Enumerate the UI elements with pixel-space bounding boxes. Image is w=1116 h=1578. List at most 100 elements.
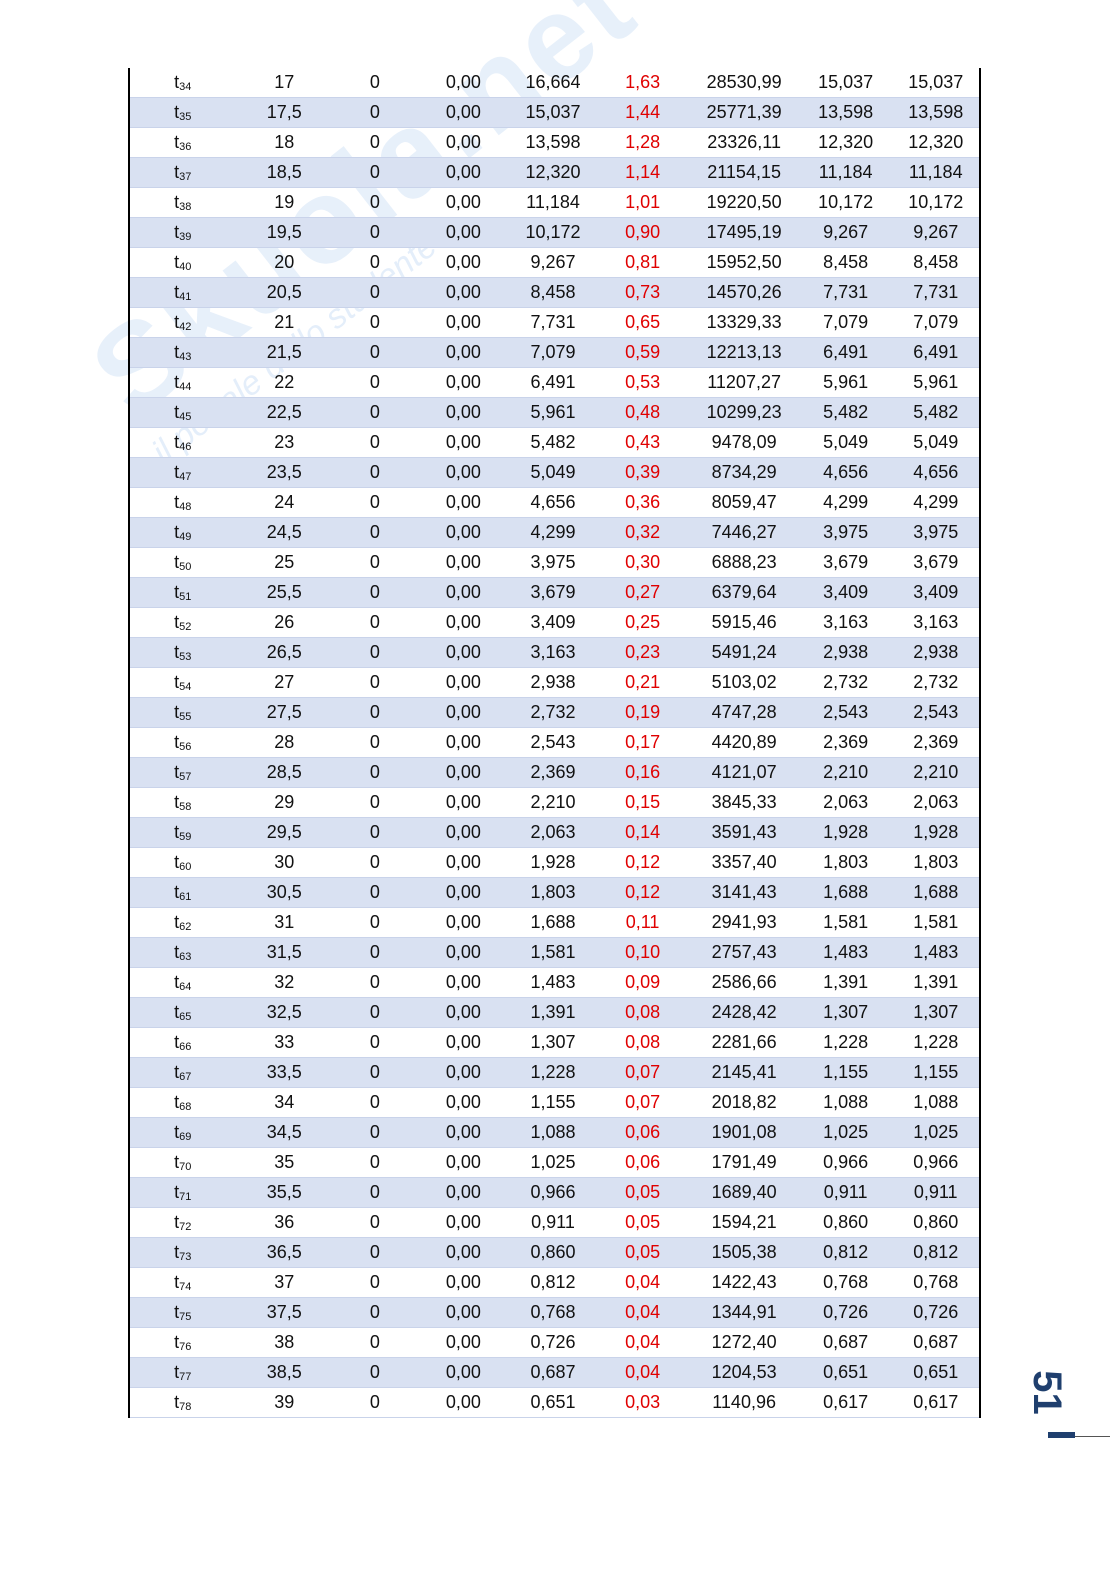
table-cell: 32,5 <box>266 1002 302 1022</box>
time-label-cell: t53 <box>174 642 192 663</box>
table-cell: 5,482 <box>913 402 959 422</box>
table-cell: 0 <box>369 1092 380 1112</box>
table-cell: 0 <box>369 852 380 872</box>
table-cell: 1,307 <box>823 1002 869 1022</box>
table-cell: 0,617 <box>823 1392 869 1412</box>
table-cell: 0,00 <box>445 582 481 602</box>
table-cell: 2,543 <box>823 702 869 722</box>
table-row: t52 26 0 0,00 3,409 0,25 5915,46 3,163 3,163 <box>130 608 979 638</box>
table-cell: 0,00 <box>445 912 481 932</box>
table-cell: 1,088 <box>823 1092 869 1112</box>
table-row: t72 36 0 0,00 0,911 0,05 1594,21 0,860 0,860 <box>130 1208 979 1238</box>
table-cell: 0,05 <box>625 1182 661 1202</box>
table-cell: 3,163 <box>913 612 959 632</box>
table-cell: 0 <box>369 402 380 422</box>
table-cell: 3,975 <box>823 522 869 542</box>
table-cell: 22,5 <box>266 402 302 422</box>
table-cell: 25771,39 <box>706 102 782 122</box>
table-cell: 0,07 <box>625 1092 661 1112</box>
table-cell: 6379,64 <box>711 582 777 602</box>
table-cell: 31,5 <box>266 942 302 962</box>
table-cell: 2,938 <box>913 642 959 662</box>
time-subscript: 54 <box>179 681 192 693</box>
table-cell: 5,961 <box>823 372 869 392</box>
table-cell: 1,088 <box>530 1122 576 1142</box>
table-cell: 8059,47 <box>711 492 777 512</box>
table-row: t44 22 0 0,00 6,491 0,53 11207,27 5,961 5,961 <box>130 368 979 398</box>
table-cell: 5,049 <box>823 432 869 452</box>
table-cell: 26 <box>274 612 295 632</box>
table-cell: 7,079 <box>530 342 576 362</box>
table-cell: 0 <box>369 972 380 992</box>
time-subscript: 35 <box>179 111 192 123</box>
table-cell: 0 <box>369 732 380 752</box>
table-cell: 27,5 <box>266 702 302 722</box>
table-cell: 0,00 <box>445 1152 481 1172</box>
table-cell: 0,00 <box>445 1062 481 1082</box>
table-cell: 0 <box>369 492 380 512</box>
table-cell: 3141,43 <box>711 882 777 902</box>
page-number-bar <box>1048 1432 1075 1438</box>
time-label-cell: t63 <box>174 942 192 963</box>
table-cell: 2145,41 <box>711 1062 777 1082</box>
table-cell: 3,679 <box>530 582 576 602</box>
table-cell: 1,01 <box>625 192 661 212</box>
table-cell: 5,482 <box>823 402 869 422</box>
table-cell: 0 <box>369 222 380 242</box>
time-subscript: 43 <box>179 351 192 363</box>
table-cell: 15,037 <box>525 102 581 122</box>
table-cell: 13,598 <box>525 132 581 152</box>
table-cell: 1901,08 <box>711 1122 777 1142</box>
table-cell: 0,00 <box>445 702 481 722</box>
time-label-cell: t38 <box>174 192 192 213</box>
table-cell: 0,43 <box>625 432 661 452</box>
table-cell: 7446,27 <box>711 522 777 542</box>
table-row: t76 38 0 0,00 0,726 0,04 1272,40 0,687 0,687 <box>130 1328 979 1358</box>
table-cell: 37 <box>274 1272 295 1292</box>
table-cell: 0 <box>369 1002 380 1022</box>
table-cell: 0,30 <box>625 552 661 572</box>
time-label-cell: t50 <box>174 552 192 573</box>
table-row: t34 17 0 0,00 16,664 1,63 28530,99 15,037 15,037 <box>130 68 979 98</box>
table-row: t59 29,5 0 0,00 2,063 0,14 3591,43 1,928 1,928 <box>130 818 979 848</box>
time-subscript: 56 <box>179 741 192 753</box>
table-cell: 2757,43 <box>711 942 777 962</box>
time-label-cell: t45 <box>174 402 192 423</box>
table-cell: 19,5 <box>266 222 302 242</box>
table-cell: 0,00 <box>445 252 481 272</box>
table-row: t66 33 0 0,00 1,307 0,08 2281,66 1,228 1,228 <box>130 1028 979 1058</box>
table-cell: 0,812 <box>823 1242 869 1262</box>
table-cell: 0,00 <box>445 222 481 242</box>
table-row: t60 30 0 0,00 1,928 0,12 3357,40 1,803 1,803 <box>130 848 979 878</box>
table-cell: 21,5 <box>266 342 302 362</box>
table-cell: 0,59 <box>625 342 661 362</box>
time-subscript: 58 <box>179 801 192 813</box>
table-cell: 2,063 <box>530 822 576 842</box>
time-label-cell: t55 <box>174 702 192 723</box>
table-row: t65 32,5 0 0,00 1,391 0,08 2428,42 1,307 1,307 <box>130 998 979 1028</box>
table-cell: 0,00 <box>445 942 481 962</box>
time-subscript: 44 <box>179 381 192 393</box>
table-cell: 0,53 <box>625 372 661 392</box>
time-label-cell: t67 <box>174 1062 192 1083</box>
table-cell: 0 <box>369 1062 380 1082</box>
time-label-cell: t57 <box>174 762 192 783</box>
table-row: t64 32 0 0,00 1,483 0,09 2586,66 1,391 1,391 <box>130 968 979 998</box>
table-cell: 0 <box>369 102 380 122</box>
table-cell: 0 <box>369 792 380 812</box>
table-cell: 0 <box>369 462 380 482</box>
table-cell: 28,5 <box>266 762 302 782</box>
table-row: t61 30,5 0 0,00 1,803 0,12 3141,43 1,688 1,688 <box>130 878 979 908</box>
table-cell: 0,12 <box>625 852 661 872</box>
table-cell: 2,938 <box>823 642 869 662</box>
page-number-rule <box>1075 1436 1110 1437</box>
table-row: t67 33,5 0 0,00 1,228 0,07 2145,41 1,155 1,155 <box>130 1058 979 1088</box>
table-row: t55 27,5 0 0,00 2,732 0,19 4747,28 2,543 2,543 <box>130 698 979 728</box>
table-cell: 8734,29 <box>711 462 777 482</box>
table-cell: 2,210 <box>530 792 576 812</box>
table-cell: 39 <box>274 1392 295 1412</box>
table-cell: 0,651 <box>913 1362 959 1382</box>
table-cell: 2941,93 <box>711 912 777 932</box>
time-subscript: 77 <box>179 1371 192 1383</box>
table-cell: 4,299 <box>913 492 959 512</box>
